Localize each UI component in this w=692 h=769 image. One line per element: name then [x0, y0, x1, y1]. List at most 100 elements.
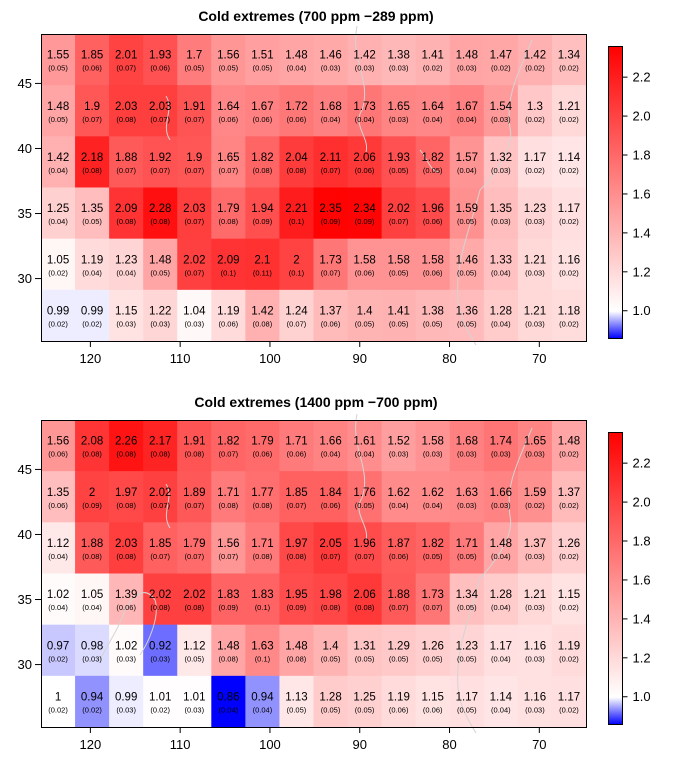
cell-error-label: (0.05) — [355, 654, 375, 663]
x-tick-label: 120 — [80, 351, 102, 366]
cell-error-label: (0.02) — [559, 268, 579, 277]
cell-error-label: (0.04) — [491, 268, 511, 277]
heatmap-cell — [347, 289, 383, 342]
cell-value-label: 1.19 — [217, 305, 239, 317]
cell-error-label: (0.03) — [116, 319, 136, 328]
heatmap-cell — [313, 238, 349, 291]
cell-value-label: 1.23 — [115, 254, 137, 266]
cell-error-label: (0.08) — [150, 450, 170, 459]
cell-value-label: 1.83 — [251, 589, 273, 601]
heatmap-cell — [245, 624, 281, 677]
cell-error-label: (0.07) — [321, 166, 341, 175]
cell-value-label: 0.99 — [81, 305, 103, 317]
cell-error-label: (0.05) — [457, 217, 477, 226]
heatmap-cells — [41, 420, 587, 728]
cell-error-label: (0.03) — [150, 654, 170, 663]
cell-value-label: 1.64 — [422, 101, 445, 113]
cell-error-label: (0.02) — [525, 64, 545, 73]
colorbar-tick-label: 1.0 — [633, 303, 651, 318]
heatmap-cell — [551, 573, 587, 626]
heatmap-cell — [211, 136, 246, 189]
colorbar-gradient — [608, 46, 623, 339]
heatmap-cell — [279, 420, 315, 472]
cell-error-label: (0.04) — [48, 552, 68, 561]
cell-value-label: 1.88 — [387, 589, 409, 601]
cell-value-label: 1.05 — [81, 589, 103, 601]
cell-error-label: (0.06) — [389, 705, 409, 714]
cell-value-label: 1.01 — [183, 691, 205, 703]
heatmap-cell — [415, 522, 451, 575]
heatmap-cell — [347, 420, 383, 472]
heatmap-cell — [279, 187, 315, 240]
heatmap-cell — [75, 522, 110, 575]
cell-error-label: (0.07) — [150, 552, 170, 561]
cell-error-label: (0.03) — [491, 501, 511, 510]
cell-error-label: (0.05) — [150, 268, 170, 277]
heatmap-cell — [41, 675, 76, 728]
cell-value-label: 1.89 — [183, 487, 205, 499]
heatmap-cell — [41, 187, 76, 240]
cell-value-label: 1.15 — [558, 589, 580, 601]
heatmap-cell — [279, 289, 315, 342]
cell-value-label: 1.42 — [47, 152, 69, 164]
cell-value-label: 1.88 — [81, 538, 103, 550]
cell-error-label: (0.07) — [355, 552, 375, 561]
cell-value-label: 1.32 — [490, 152, 512, 164]
cell-value-label: 1.42 — [524, 50, 546, 62]
heatmap-cell — [449, 136, 485, 189]
cell-error-label: (0.02) — [82, 319, 102, 328]
y-axis: 45 40 35 30 — [18, 462, 41, 672]
cell-error-label: (0.04) — [457, 115, 477, 124]
cell-value-label: 2.09 — [115, 203, 137, 215]
cell-error-label: (0.03) — [525, 217, 545, 226]
cell-value-label: 1.68 — [456, 436, 478, 448]
cell-error-label: (0.02) — [559, 501, 579, 510]
heatmap-cell — [517, 522, 553, 575]
cell-value-label: 1.18 — [558, 305, 580, 317]
cell-error-label: (0.08) — [82, 450, 102, 459]
heatmap-cell — [415, 289, 451, 342]
cell-value-label: 1.97 — [115, 487, 137, 499]
heatmap-cell — [211, 624, 246, 677]
colorbar-tick-label: 1.4 — [633, 225, 651, 240]
cell-error-label: (0.06) — [423, 705, 443, 714]
heatmap-cell — [415, 420, 451, 472]
cell-value-label: 1.83 — [217, 589, 239, 601]
cell-error-label: (0.08) — [82, 166, 102, 175]
cell-error-label: (0.05) — [423, 552, 443, 561]
cell-error-label: (0.05) — [389, 268, 409, 277]
y-tick-label: 35 — [18, 206, 32, 221]
heatmap-cell — [245, 289, 281, 342]
heatmap-cell — [551, 624, 587, 677]
coastline-overlay — [165, 25, 533, 346]
chart-title: Cold extremes (700 ppm −289 ppm) — [198, 8, 433, 24]
cell-value-label: 2.26 — [115, 436, 137, 448]
cell-value-label: 0.86 — [217, 691, 239, 703]
cell-labels: 1.55 (0.05) 1.85 (0.06) 2.01 (0.07) 1.93 (0.06)… — [47, 50, 581, 329]
cell-error-label: (0.06) — [423, 268, 443, 277]
cell-value-label: 1.01 — [149, 691, 171, 703]
cell-error-label: (0.03) — [491, 450, 511, 459]
cell-error-label: (0.03) — [491, 115, 511, 124]
cell-value-label: 1.79 — [217, 203, 239, 215]
cell-error-label: (0.02) — [559, 552, 579, 561]
cell-error-label: (0.1) — [289, 217, 305, 226]
cell-error-label: (0.08) — [184, 603, 204, 612]
heatmap-cell — [109, 238, 144, 291]
colorbar-tick-label: 2.0 — [633, 109, 651, 124]
cell-value-label: 0.94 — [81, 691, 104, 703]
cell-value-label: 2.28 — [149, 203, 171, 215]
cell-error-label: (0.11) — [253, 268, 273, 277]
heatmap-cell — [449, 420, 485, 472]
heatmap-cell — [177, 471, 212, 523]
colorbar-tick-label: 1.6 — [633, 186, 651, 201]
heatmap-cell — [483, 420, 519, 472]
cell-error-label: (0.06) — [48, 450, 68, 459]
cell-error-label: (0.04) — [287, 64, 307, 73]
cell-error-label: (0.02) — [559, 705, 579, 714]
cell-error-label: (0.06) — [150, 64, 170, 73]
cell-error-label: (0.02) — [423, 64, 443, 73]
heatmap-cell — [75, 85, 110, 137]
coastline-overlay — [99, 413, 533, 734]
cell-value-label: 2.05 — [319, 538, 341, 550]
